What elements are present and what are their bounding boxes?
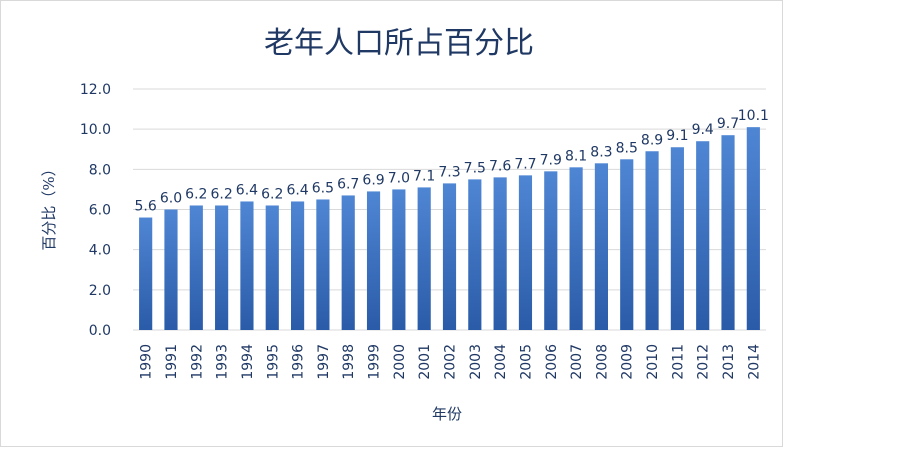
data-label-2005: 7.7 [514,156,536,172]
y-axis-title: 百分比（%） [40,161,58,250]
data-label-1993: 6.2 [210,186,232,202]
bar-2011 [670,147,684,330]
x-axis-ticks: 1990 1991 1992 1993 1994 1995 1996 1997 1998 1999… [139,344,763,380]
data-label-2000: 7.0 [388,170,410,186]
data-labels: 5.66.0 6.2 6.2 6.4 6.2 6.4 6.5 6.7 6.9 7.0 7.1 7.3 7… [135,108,769,214]
x-tick-label-1990: 1990 [139,344,155,380]
x-tick-label-2012: 2012 [696,344,712,380]
data-label-2013: 9.7 [717,116,739,132]
bar-1997 [316,199,330,330]
y-tick-label: 0.0 [89,323,111,339]
data-label-2011: 9.1 [666,128,688,144]
bar-2001 [417,187,431,330]
x-tick-label-1995: 1995 [265,344,281,380]
data-label-1999: 6.9 [362,172,384,188]
data-label-2004: 7.6 [489,158,511,174]
bar-1993 [215,205,229,330]
y-tick-label: 8.0 [89,162,111,178]
bar-2007 [569,167,583,330]
chart-frame: 老年人口所占百分比 0.0 2.0 4.0 6.0 8.0 10.0 12.0 5.6 6.0… [0,0,783,447]
bar-2006 [544,171,558,330]
y-tick-label: 10.0 [80,122,111,138]
data-label-2007: 8.1 [565,148,587,164]
x-tick-label-1994: 1994 [240,344,256,380]
x-tick-label-2008: 2008 [594,344,610,380]
x-tick-label-2001: 2001 [417,344,433,380]
bar-2003 [468,179,482,330]
bar-2005 [518,175,533,330]
x-tick-label-2002: 2002 [443,344,459,380]
y-tick-label: 2.0 [89,283,111,299]
data-label-2009: 8.5 [616,140,638,156]
y-tick-label: 4.0 [89,243,111,259]
data-label-1994: 6.4 [236,182,258,198]
bar-1995 [265,205,279,330]
x-tick-label-2000: 2000 [392,344,408,380]
data-label-2012: 9.4 [692,122,714,138]
bar-2012 [696,141,710,330]
data-label-2006: 7.9 [540,152,562,168]
data-label-2008: 8.3 [590,144,612,160]
bars [139,127,760,331]
y-tick-label: 12.0 [80,82,111,98]
y-tick-label: 6.0 [89,203,111,219]
bar-1998 [341,195,355,330]
x-tick-label-1996: 1996 [291,344,307,380]
x-tick-label-1997: 1997 [316,344,332,380]
data-label-1996: 6.4 [286,182,308,198]
bar-2013 [721,135,735,330]
x-tick-label-1999: 1999 [367,344,383,380]
bar-2002 [442,183,457,330]
bar-1999 [366,191,381,330]
bar-2010 [645,151,659,330]
x-tick-label-1998: 1998 [341,344,357,380]
bar-2014 [746,127,760,331]
data-label-2014: 10.1 [738,108,769,124]
bar-1994 [240,201,254,330]
x-axis-title: 年份 [432,405,462,423]
bar-2008 [594,163,609,330]
bar-2004 [493,177,507,330]
x-tick-label-2013: 2013 [721,344,737,380]
x-tick-label-1992: 1992 [189,344,205,380]
data-label-1990: 5.6 [135,199,157,215]
bar-chart: 老年人口所占百分比 0.02.04.06.08.010.012.0 5.66.0… [40,26,769,423]
x-tick-label-2009: 2009 [620,344,636,380]
data-label-1998: 6.7 [337,176,359,192]
bar-1990 [139,217,153,330]
x-tick-label-2007: 2007 [569,344,585,380]
data-label-1992: 6.2 [185,186,207,202]
bar-1991 [164,209,178,330]
x-tick-label-2010: 2010 [645,344,661,380]
x-tick-label-1993: 1993 [215,344,231,380]
data-label-2003: 7.5 [464,160,486,176]
bar-1996 [290,201,305,330]
data-label-2001: 7.1 [413,168,435,184]
bar-2009 [620,159,634,330]
bar-1992 [189,205,203,330]
x-tick-label-2004: 2004 [493,344,509,380]
data-label-1995: 6.2 [261,186,283,202]
data-label-1991: 6.0 [160,191,182,207]
x-tick-label-2005: 2005 [518,344,534,380]
data-label-1997: 6.5 [312,180,334,196]
chart-title: 老年人口所占百分比 [264,26,534,61]
x-tick-label-2006: 2006 [544,344,560,380]
bar-2000 [392,189,406,330]
x-tick-label-2011: 2011 [670,344,686,380]
x-tick-label-2003: 2003 [468,344,484,380]
x-tick-label-1991: 1991 [164,344,180,380]
x-tick-label-2014: 2014 [746,344,762,380]
data-label-2002: 7.3 [438,164,460,180]
data-label-2010: 8.9 [641,132,663,148]
y-axis-ticks: 0.0 2.0 4.0 6.0 8.0 10.0 12.0 [80,82,111,339]
